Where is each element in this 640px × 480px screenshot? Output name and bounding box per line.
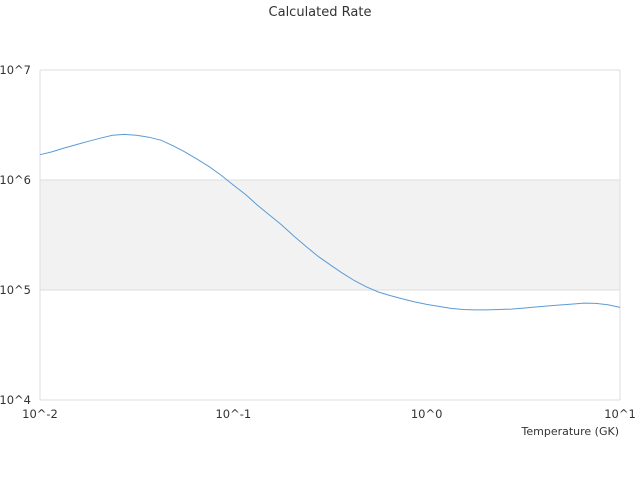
gridlines [39, 69, 621, 401]
x-tick-label: 10^0 [411, 407, 443, 421]
y-tick-label: 10^6 [0, 173, 31, 187]
x-tick-label: 10^-1 [215, 407, 251, 421]
chart-title: Calculated Rate [269, 5, 372, 20]
rate-series-line [39, 133, 621, 311]
y-tick-label: 10^4 [0, 393, 31, 407]
x-axis-title: Temperature (GK) [521, 425, 620, 438]
y-tick-label: 10^7 [0, 63, 31, 77]
x-tick-label: 10^1 [604, 407, 636, 421]
plot-area [40, 180, 620, 290]
series-layer [39, 133, 621, 311]
plot-band [40, 180, 620, 290]
x-tick-label: 10^-2 [22, 407, 58, 421]
tick-labels: 10^4 10^5 10^6 10^7 10^-2 10^-1 10^0 10^1 [0, 63, 636, 421]
y-tick-label: 10^5 [0, 283, 31, 297]
